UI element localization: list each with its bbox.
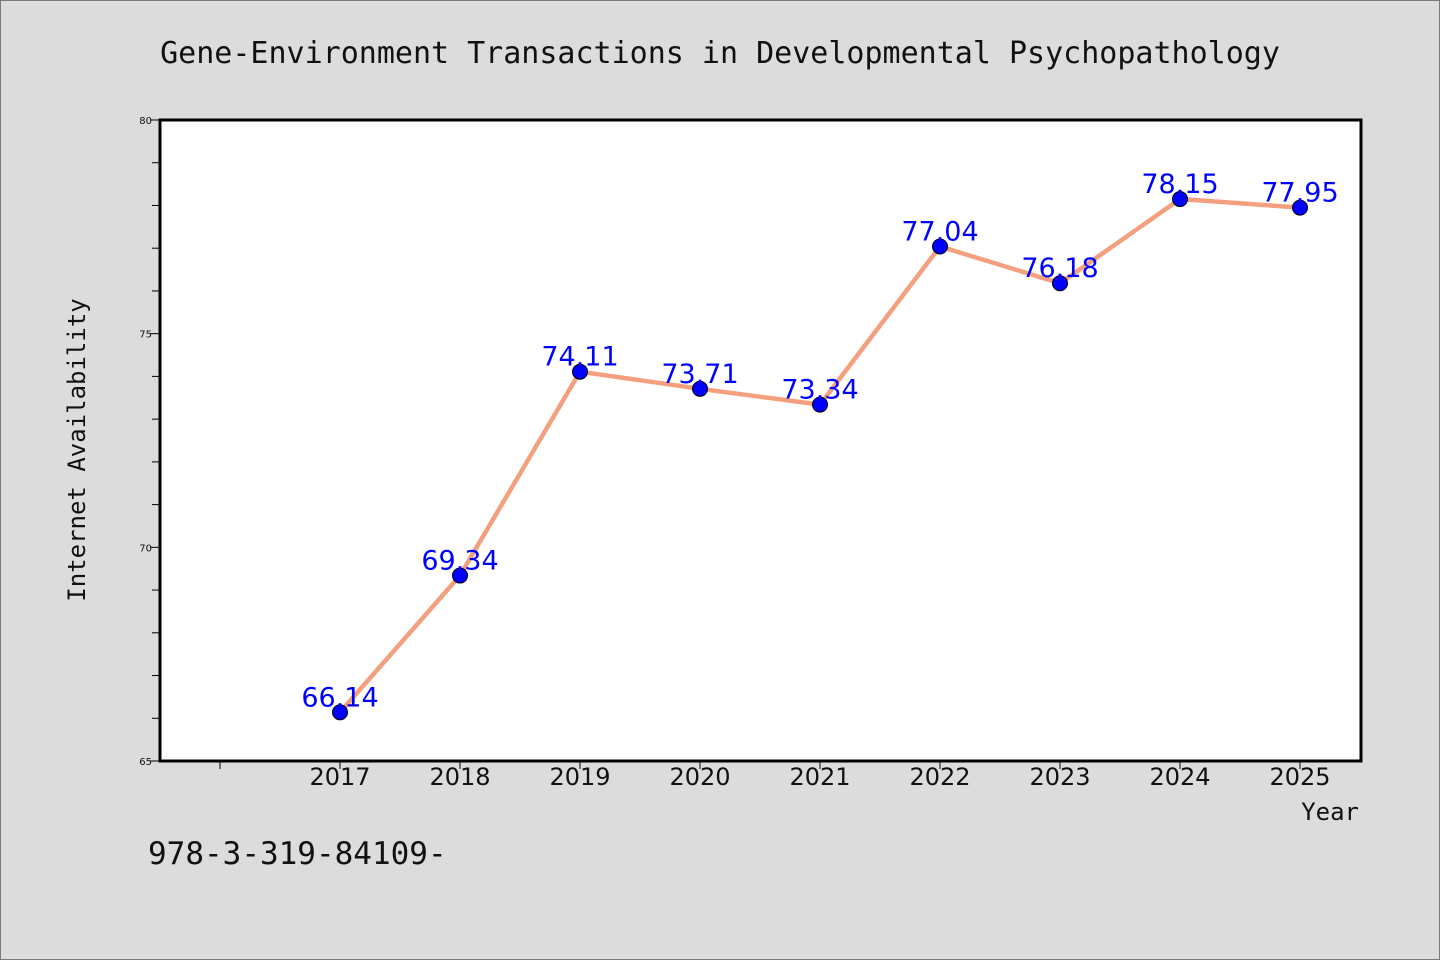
x-tick-label: 2023 [1029,763,1090,791]
data-point [812,396,828,413]
y-axis-label: Internet Availability [63,298,91,601]
isbn-text: 978-3-319-84109- [148,836,447,872]
data-label: 66.14 [301,682,378,713]
data-label: 73.34 [781,375,858,406]
x-axis: 2017 2018 2019 2020 2021 2022 2023 2024 2025 [219,761,1331,791]
x-tick-label: 2017 [309,763,370,791]
data-point [1292,199,1308,216]
x-tick-label: 2018 [429,763,490,791]
y-tick-label: 70 [139,543,152,554]
data-label: 76.18 [1021,253,1098,284]
series-group: 66.14 69.34 74.11 73.71 73.34 77.04 76.18 78.15… [301,169,1339,721]
data-point [332,704,348,721]
data-point [572,363,588,380]
x-tick-label: 2020 [669,763,730,791]
x-tick-label: 2019 [549,763,610,791]
x-tick-label: 2024 [1149,763,1210,791]
y-axis: 65 70 75 80 [139,116,160,768]
data-point [452,567,468,584]
data-label: 74.11 [541,342,618,373]
data-point [1172,191,1188,208]
data-point [932,238,948,255]
data-point [692,380,708,397]
data-label: 77.95 [1261,178,1338,209]
y-tick-label: 65 [139,757,152,768]
data-label: 73.71 [661,359,738,390]
x-axis-label: Year [1301,798,1359,826]
x-tick-label: 2021 [789,763,850,791]
data-point [1052,275,1068,292]
plot-area [158,118,1363,763]
y-tick-label: 75 [139,330,152,341]
data-label: 77.04 [901,216,978,247]
x-tick-label: 2025 [1269,763,1330,791]
x-tick-label: 2022 [909,763,970,791]
chart-title: Gene-Environment Transactions in Develop… [160,36,1280,71]
y-tick-label: 80 [139,116,152,127]
data-label: 69.34 [421,546,498,577]
data-label: 78.15 [1141,169,1218,200]
